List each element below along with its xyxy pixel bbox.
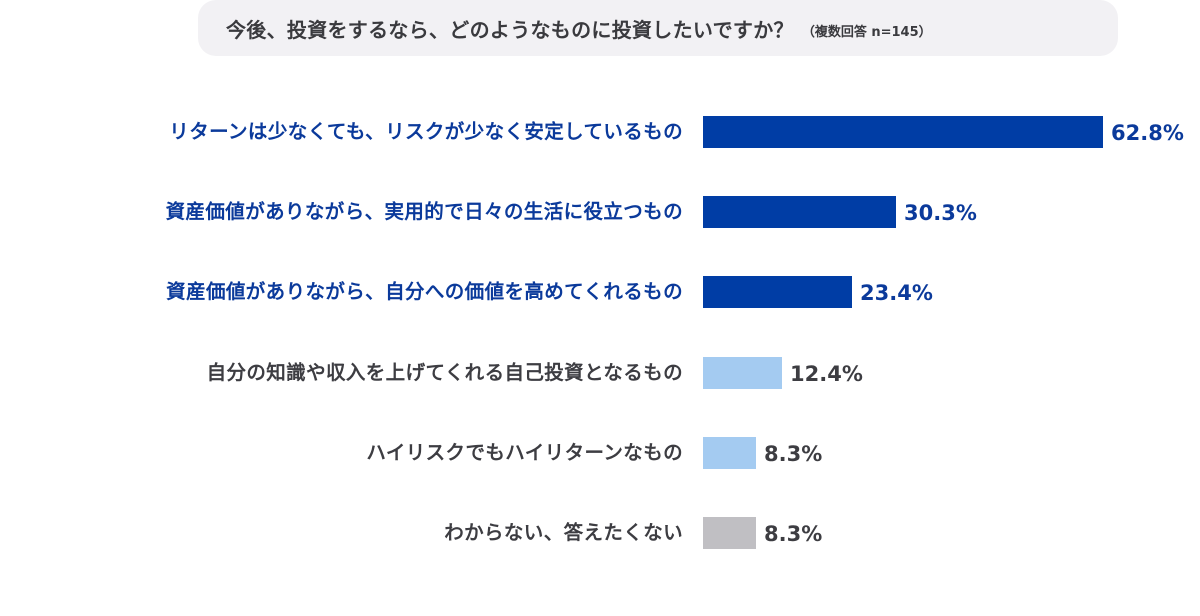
chart-title: 今後、投資をするなら、どのようなものに投資したいですか？: [226, 17, 794, 42]
category-label: 資産価値がありながら、実用的で日々の生活に役立つもの: [165, 200, 683, 223]
bar-row: 資産価値がありながら、実用的で日々の生活に役立つもの 30.3%: [0, 196, 1200, 228]
value-label: 12.4%: [790, 362, 863, 386]
bar-row: わからない、答えたくない 8.3%: [0, 517, 1200, 549]
chart-sample-note: （複数回答 n=145）: [801, 24, 932, 40]
bar-row: リターンは少なくても、リスクが少なく安定しているもの 62.8%: [0, 116, 1200, 148]
category-label: 自分の知識や収入を上げてくれる自己投資となるもの: [206, 361, 683, 384]
bar: [703, 276, 852, 308]
value-label: 62.8%: [1111, 121, 1184, 145]
bar: [703, 517, 756, 549]
bar: [703, 196, 896, 228]
value-label: 8.3%: [764, 522, 823, 546]
bar-row: ハイリスクでもハイリターンなもの 8.3%: [0, 437, 1200, 469]
bar: [703, 437, 756, 469]
value-label: 8.3%: [764, 442, 823, 466]
category-label: リターンは少なくても、リスクが少なく安定しているもの: [169, 120, 683, 143]
bar: [703, 116, 1103, 148]
value-label: 23.4%: [860, 281, 933, 305]
bar-row: 自分の知識や収入を上げてくれる自己投資となるもの 12.4%: [0, 357, 1200, 389]
category-label: わからない、答えたくない: [444, 521, 683, 544]
bar: [703, 357, 782, 389]
bar-row: 資産価値がありながら、自分への価値を高めてくれるもの 23.4%: [0, 276, 1200, 308]
chart-title-banner: 今後、投資をするなら、どのようなものに投資したいですか？ （複数回答 n=145…: [198, 0, 1118, 56]
category-label: ハイリスクでもハイリターンなもの: [366, 441, 683, 464]
value-label: 30.3%: [904, 201, 977, 225]
category-label: 資産価値がありながら、自分への価値を高めてくれるもの: [166, 280, 683, 303]
